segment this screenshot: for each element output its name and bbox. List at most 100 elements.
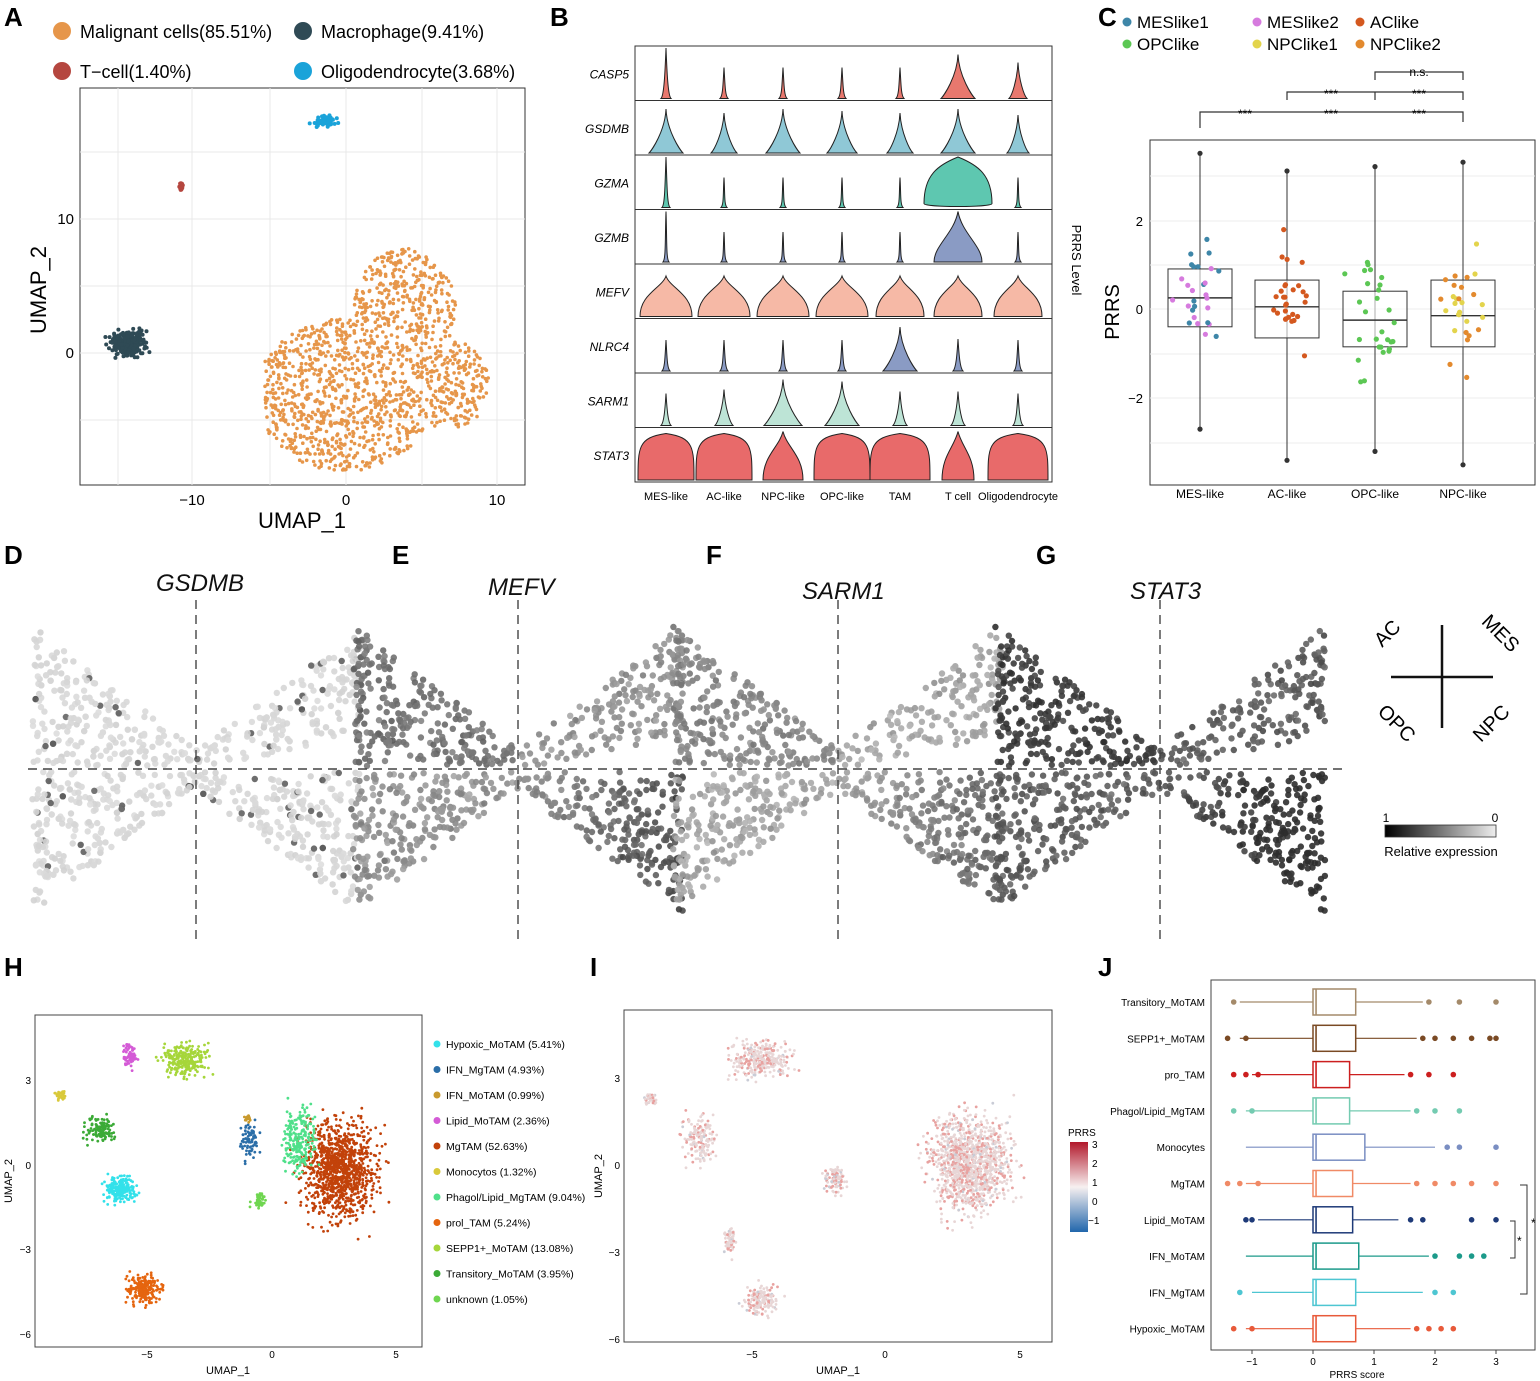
butterfly-point-2 [956,677,963,684]
butterfly-point-2 [950,841,958,849]
umap-point-malignant [429,398,434,403]
butterfly-point-0 [177,771,184,779]
butterfly-point-0 [350,666,357,673]
umap-point-malignant [390,271,395,276]
c-point-1 [1279,254,1285,260]
butterfly-point-0 [226,810,233,817]
umap-point-malignant [283,432,287,437]
c-box-3 [1430,279,1496,348]
butterfly-point-2 [813,794,820,802]
butterfly-point-0 [120,740,127,747]
umap-point-malignant [310,416,314,421]
umap-point-malignant [274,351,278,356]
butterfly-point-0 [351,698,358,705]
violin-STAT3-2 [762,431,804,481]
butterfly-point-2 [981,732,988,739]
violin-MEFV-6 [993,274,1043,317]
umap-point-malignant [298,433,303,438]
umap-point-malignant [327,394,332,399]
umap-point-malignant [405,330,409,334]
butterfly-point-0 [41,725,48,733]
umap-point-malignant [481,395,486,399]
butterfly-point-0 [34,791,41,798]
butterfly-point-2 [769,749,776,756]
butterfly-point-1 [392,826,399,833]
umap-point-malignant [307,368,311,372]
umap-point-malignant [265,398,269,403]
violin-SARM1-4 [891,391,909,426]
umap-point-malignant [341,467,346,471]
umap-point-malignant [343,373,347,378]
umap-point-malignant [375,317,380,322]
butterfly-point-0 [61,657,69,664]
umap-point-malignant [346,388,350,393]
butterfly-point-1 [430,843,437,851]
butterfly-point-0 [176,785,183,793]
butterfly-point-3 [1234,715,1242,722]
butterfly-point-1 [597,727,604,734]
butterfly-point-1 [446,810,454,818]
umap-point-malignant [328,319,332,324]
umap-point-malignant [391,261,396,266]
butterfly-point-2 [781,772,789,779]
butterfly-point-2 [981,720,988,728]
butterfly-point-1 [439,733,446,741]
butterfly-point-1 [643,786,650,794]
umap-point-malignant [417,326,421,331]
violin-GZMA-3 [837,177,847,208]
umap-point-malignant [386,293,391,297]
umap-point-malignant [445,355,450,360]
butterfly-point-1 [481,800,488,807]
umap-point-malignant [347,414,351,418]
butterfly-point-1 [414,702,421,709]
butterfly-point-3 [995,691,1002,699]
butterfly-point-1 [417,717,425,725]
butterfly-point-1 [389,838,396,845]
umap-point-malignant [279,381,283,386]
umap-point-malignant [318,439,322,444]
butterfly-point-2 [806,728,813,735]
umap-point-malignant [446,379,451,383]
butterfly-point-0 [131,726,138,733]
butterfly-point-0 [222,746,229,753]
umap-point-malignant [409,359,413,364]
umap-point-malignant [293,404,298,409]
butterfly-point-0 [349,657,356,665]
umap-point-malignant [433,290,438,295]
umap-point-malignant [316,407,320,412]
butterfly-point-1 [613,680,620,688]
butterfly-point-0 [43,872,51,880]
c-legend-dot-5 [1355,39,1365,49]
umap-point-malignant [480,386,484,391]
umap-point-malignant [328,322,333,327]
c-point-1 [1281,294,1287,300]
umap-point-malignant [310,324,314,329]
umap-point-malignant [299,365,303,370]
butterfly-point-0 [285,830,292,837]
butterfly-point-0 [317,672,325,679]
butterfly-point-1 [356,643,363,650]
butterfly-point-0 [108,843,115,851]
umap-point-malignant [273,404,278,408]
umap-point-oligodendrocyte [312,121,317,125]
butterfly-point-0 [78,739,85,746]
umap-point-malignant [385,410,389,414]
umap-point-malignant [323,394,327,398]
umap-point-malignant [361,436,366,440]
umap-point-malignant [384,383,388,387]
butterfly-point-2 [803,758,811,765]
butterfly-point-2 [750,788,757,795]
butterfly-point-1 [354,886,361,894]
butterfly-point-1 [350,846,357,853]
butterfly-point-0 [34,673,41,680]
umap-point-macrophage [132,338,137,343]
butterfly-point-0 [339,664,346,672]
butterfly-point-1 [399,813,407,820]
umap-point-malignant [478,356,482,361]
butterfly-point-0 [336,715,343,722]
butterfly-point-0 [51,687,58,694]
butterfly-point-2 [670,812,678,820]
panel-label-i: I [590,952,598,982]
